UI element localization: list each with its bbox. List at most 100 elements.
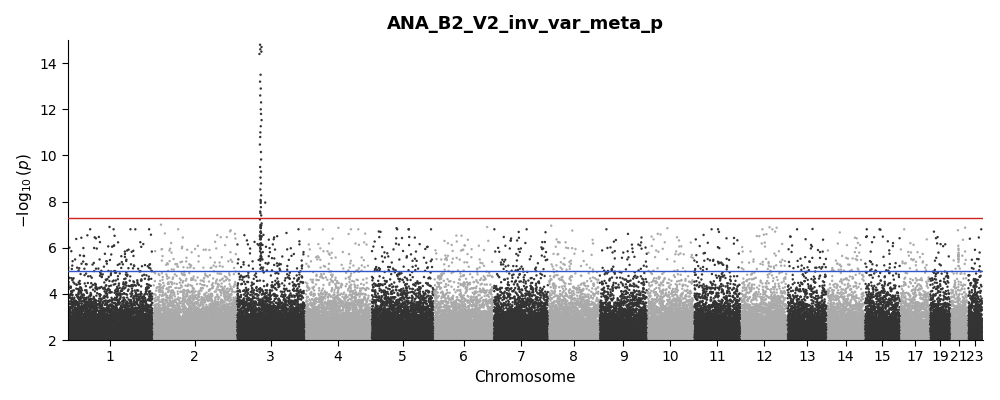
Point: [755, 328, 771, 334]
Point: [273, 334, 289, 340]
Point: [464, 324, 480, 330]
Point: [899, 336, 915, 343]
Point: [886, 316, 902, 322]
Point: [703, 314, 719, 320]
Point: [737, 304, 753, 311]
Point: [449, 255, 465, 261]
Point: [809, 335, 825, 341]
Point: [161, 309, 177, 316]
Point: [627, 335, 643, 342]
Point: [453, 335, 469, 341]
Point: [897, 328, 913, 334]
Point: [71, 334, 87, 340]
Point: [207, 324, 223, 331]
Point: [508, 330, 524, 337]
Point: [291, 322, 307, 328]
Point: [744, 320, 760, 326]
Point: [300, 331, 316, 337]
Point: [718, 309, 734, 316]
Point: [445, 304, 461, 311]
Point: [585, 330, 601, 336]
Point: [532, 325, 548, 332]
Point: [202, 305, 218, 312]
Point: [421, 309, 437, 315]
Point: [337, 319, 353, 326]
Point: [341, 320, 357, 327]
Point: [726, 273, 742, 280]
Point: [225, 336, 241, 342]
Point: [69, 327, 85, 334]
Point: [118, 314, 134, 321]
Point: [132, 320, 148, 327]
Point: [589, 311, 605, 317]
Point: [598, 330, 614, 337]
Point: [964, 330, 980, 336]
Point: [896, 336, 912, 342]
Point: [222, 329, 238, 335]
Point: [954, 326, 970, 332]
Point: [926, 328, 942, 334]
Point: [588, 323, 604, 329]
Point: [208, 320, 224, 327]
Point: [405, 330, 421, 337]
Point: [389, 225, 405, 231]
Point: [682, 325, 698, 331]
Point: [322, 330, 338, 336]
Point: [634, 321, 650, 328]
Point: [657, 323, 673, 329]
Point: [510, 334, 526, 340]
Point: [543, 336, 559, 342]
Point: [101, 312, 117, 319]
Point: [167, 285, 183, 291]
Point: [96, 328, 112, 334]
Point: [556, 282, 572, 289]
Point: [829, 336, 845, 343]
Point: [464, 311, 480, 318]
Point: [504, 321, 520, 327]
Point: [734, 316, 750, 322]
Point: [838, 321, 854, 328]
Point: [309, 336, 325, 343]
Point: [287, 325, 303, 331]
Point: [941, 325, 957, 331]
Point: [83, 336, 99, 342]
Point: [582, 308, 598, 314]
Point: [105, 324, 121, 331]
Point: [666, 300, 682, 307]
Point: [659, 335, 675, 342]
Point: [689, 259, 705, 265]
Point: [347, 318, 363, 324]
Point: [72, 313, 88, 320]
Point: [928, 327, 944, 334]
Point: [759, 336, 775, 342]
Point: [477, 297, 493, 303]
Point: [181, 328, 197, 335]
Point: [117, 317, 133, 324]
Point: [456, 332, 472, 339]
Point: [673, 326, 689, 332]
Point: [485, 336, 501, 343]
Point: [430, 334, 446, 340]
Point: [807, 308, 823, 315]
Point: [315, 328, 331, 334]
Point: [931, 330, 947, 337]
Point: [914, 336, 930, 343]
Point: [255, 318, 271, 324]
Point: [331, 319, 347, 325]
Point: [65, 312, 81, 318]
Point: [244, 332, 260, 338]
Point: [830, 337, 846, 343]
Point: [423, 327, 439, 333]
Point: [906, 335, 922, 342]
Point: [944, 298, 960, 305]
Point: [613, 300, 629, 306]
Point: [451, 312, 467, 318]
Point: [518, 336, 534, 342]
Point: [246, 329, 262, 336]
Point: [719, 333, 735, 340]
Point: [114, 310, 130, 316]
Point: [95, 329, 111, 336]
Point: [646, 328, 662, 334]
Point: [355, 321, 371, 328]
Point: [392, 331, 408, 337]
